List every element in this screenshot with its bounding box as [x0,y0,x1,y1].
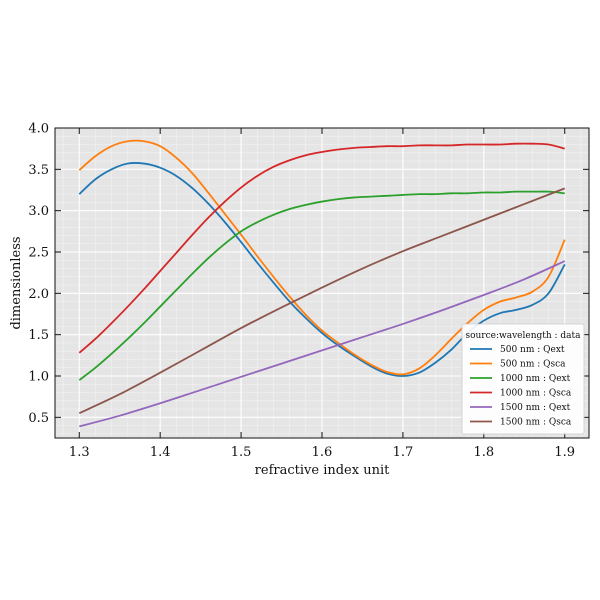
series-line-1 [78,139,566,376]
legend-title: source:wavelength : data [465,331,581,341]
series-line-0 [78,162,566,377]
y-tick-label: 2.5 [28,246,49,261]
legend-entry-1: 500 nm : Qsca [500,360,566,370]
legend-entry-3: 1000 nm : Qsca [500,389,572,399]
y-tick-label: 1.0 [28,370,49,385]
legend-entry-2: 1000 nm : Qext [500,374,571,384]
y-tick-label: 3.5 [28,163,49,178]
y-tick-label: 1.5 [28,328,49,343]
series-line-3 [78,142,565,354]
series-line-2 [78,190,565,381]
y-tick-label: 2.0 [28,287,49,302]
x-tick-label: 1.9 [554,445,575,460]
y-tick-label: 3.0 [28,204,49,219]
y-axis-label: dimensionless [9,236,24,329]
x-axis-label: refractive index unit [255,463,390,478]
legend-box [461,323,585,435]
x-tick-label: 1.5 [231,445,252,460]
legend-entry-5: 1500 nm : Qsca [500,418,572,428]
y-tick-label: 0.5 [28,411,49,426]
x-tick-label: 1.7 [393,445,414,460]
x-tick-label: 1.8 [473,445,494,460]
axis-ticks: 1.3 1.4 1.5 1.6 1.7 1.8 1.9 0.5 1.0 1.5 2.0 2.5 3.0 3… [28,122,589,460]
legend-entry-4: 1500 nm : Qext [500,403,571,413]
legend: source:wavelength : data 500 nm : Qext 50… [461,323,585,435]
x-tick-label: 1.4 [150,445,171,460]
x-tick-label: 1.6 [312,445,333,460]
series-line-4 [79,260,566,428]
y-tick-label: 4.0 [28,122,49,137]
series-lines [78,139,566,428]
x-tick-label: 1.3 [69,445,90,460]
legend-entry-0: 500 nm : Qext [500,345,565,355]
series-line-5 [78,187,566,415]
